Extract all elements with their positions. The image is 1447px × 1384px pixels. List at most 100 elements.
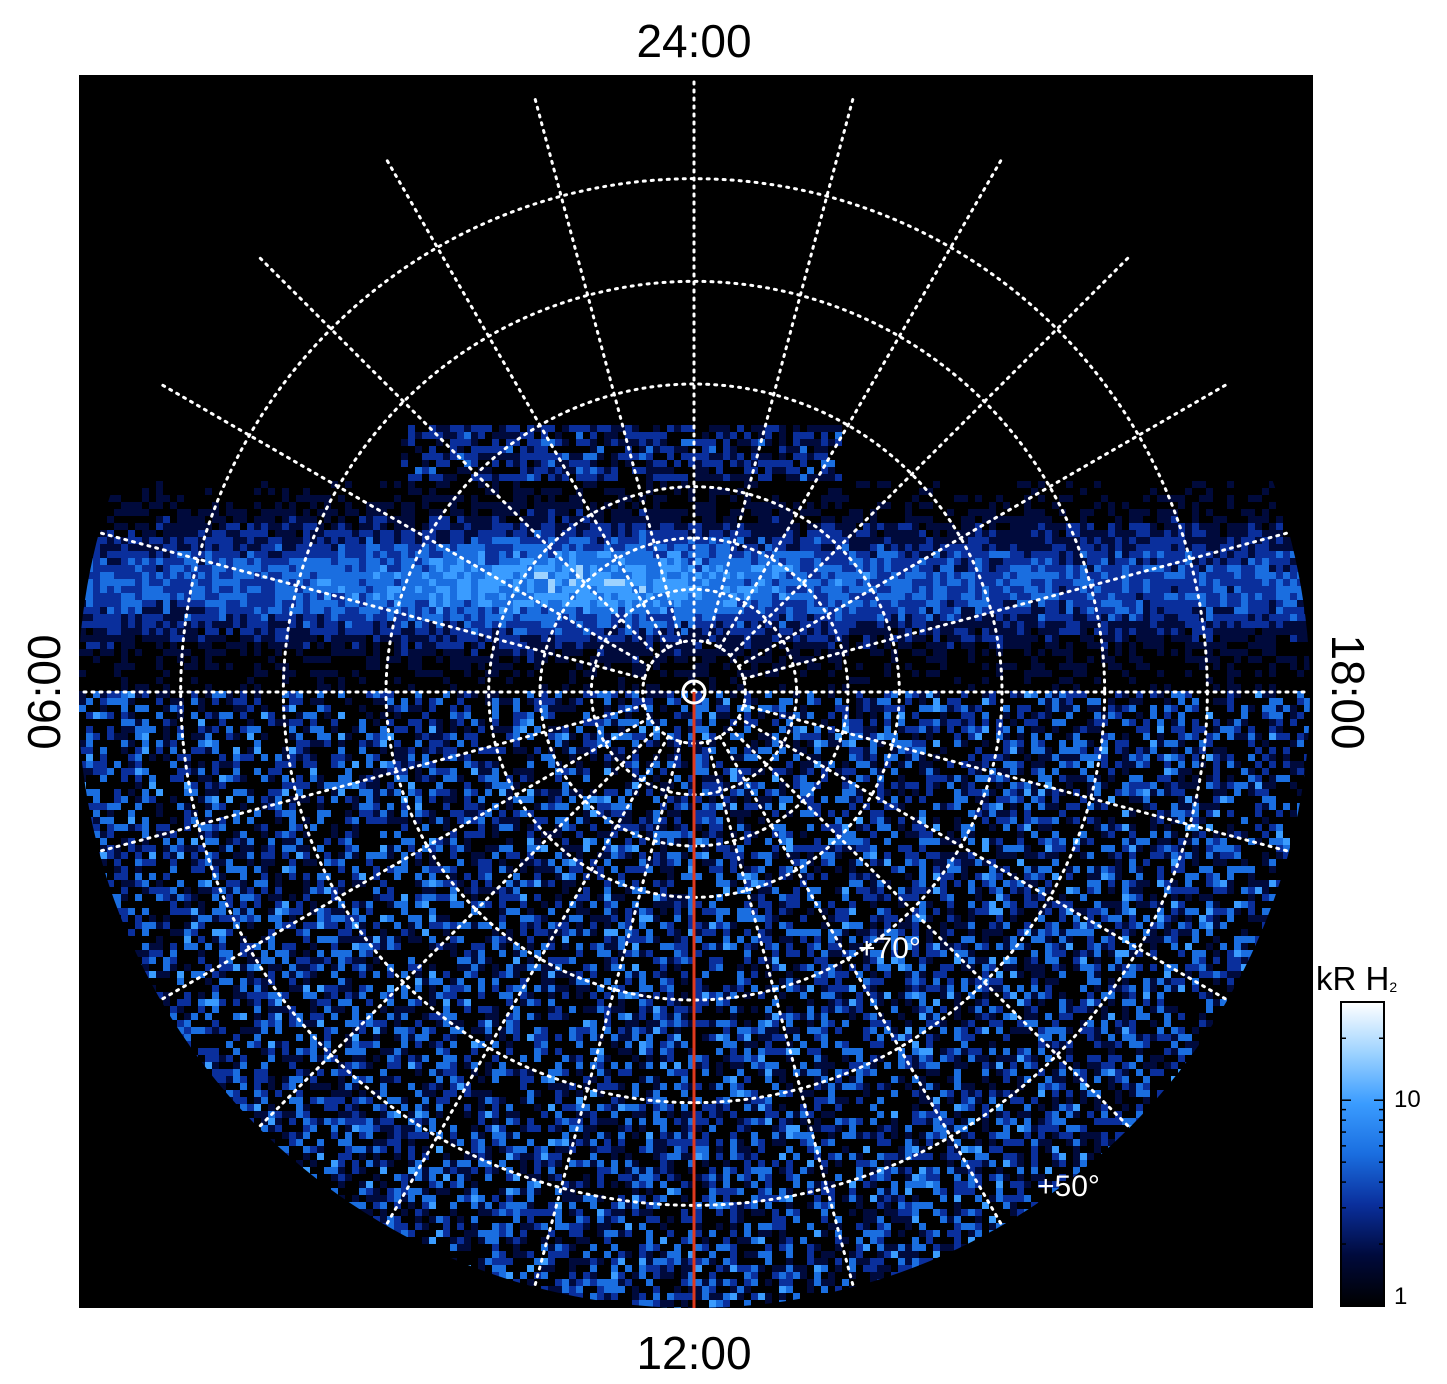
emission-pixel bbox=[1080, 523, 1087, 530]
emission-pixel bbox=[646, 467, 653, 474]
emission-pixel bbox=[870, 565, 877, 572]
emission-pixel bbox=[1290, 621, 1297, 628]
emission-pixel bbox=[730, 502, 737, 509]
emission-pixel bbox=[933, 523, 940, 530]
emission-pixel bbox=[79, 642, 86, 649]
emission-pixel bbox=[961, 523, 968, 530]
emission-pixel bbox=[604, 565, 611, 572]
emission-pixel bbox=[527, 488, 534, 495]
emission-pixel bbox=[387, 516, 394, 523]
emission-pixel bbox=[184, 579, 191, 586]
emission-pixel bbox=[177, 509, 184, 516]
emission-pixel bbox=[1220, 614, 1227, 621]
emission-pixel bbox=[1157, 670, 1164, 677]
emission-pixel bbox=[562, 488, 569, 495]
emission-pixel bbox=[1052, 572, 1059, 579]
emission-pixel bbox=[912, 537, 919, 544]
emission-pixel bbox=[240, 621, 247, 628]
emission-pixel bbox=[667, 544, 674, 551]
emission-pixel bbox=[1038, 649, 1045, 656]
emission-pixel bbox=[912, 649, 919, 656]
emission-pixel bbox=[527, 607, 534, 614]
emission-pixel bbox=[1213, 579, 1220, 586]
emission-pixel bbox=[807, 439, 814, 446]
emission-pixel bbox=[569, 698, 576, 705]
emission-pixel bbox=[1234, 579, 1241, 586]
emission-pixel bbox=[233, 642, 240, 649]
emission-pixel bbox=[1185, 509, 1192, 516]
emission-pixel bbox=[296, 656, 303, 663]
emission-pixel bbox=[198, 621, 205, 628]
emission-pixel bbox=[464, 495, 471, 502]
emission-pixel bbox=[1080, 572, 1087, 579]
emission-pixel bbox=[1073, 621, 1080, 628]
emission-pixel bbox=[247, 495, 254, 502]
emission-pixel bbox=[135, 586, 142, 593]
emission-pixel bbox=[359, 677, 366, 684]
emission-pixel bbox=[471, 691, 478, 698]
emission-pixel bbox=[786, 446, 793, 453]
emission-pixel bbox=[625, 495, 632, 502]
emission-pixel bbox=[1066, 565, 1073, 572]
emission-pixel bbox=[135, 579, 142, 586]
emission-pixel bbox=[800, 593, 807, 600]
emission-pixel bbox=[1171, 614, 1178, 621]
emission-pixel bbox=[1206, 516, 1213, 523]
emission-pixel bbox=[303, 509, 310, 516]
emission-pixel bbox=[240, 628, 247, 635]
emission-pixel bbox=[842, 565, 849, 572]
emission-pixel bbox=[1087, 628, 1094, 635]
emission-pixel bbox=[1304, 635, 1310, 642]
emission-pixel bbox=[1248, 635, 1255, 642]
emission-pixel bbox=[646, 481, 653, 488]
emission-pixel bbox=[863, 698, 870, 705]
emission-pixel bbox=[1150, 649, 1157, 656]
emission-pixel bbox=[814, 467, 821, 474]
emission-pixel bbox=[324, 523, 331, 530]
emission-pixel bbox=[625, 572, 632, 579]
emission-pixel bbox=[513, 635, 520, 642]
emission-pixel bbox=[1059, 677, 1066, 684]
emission-pixel bbox=[443, 607, 450, 614]
emission-pixel bbox=[996, 558, 1003, 565]
emission-pixel bbox=[1185, 488, 1192, 495]
emission-pixel bbox=[926, 516, 933, 523]
emission-pixel bbox=[1080, 509, 1087, 516]
emission-pixel bbox=[471, 544, 478, 551]
emission-pixel bbox=[373, 551, 380, 558]
emission-pixel bbox=[513, 530, 520, 537]
emission-pixel bbox=[387, 628, 394, 635]
emission-pixel bbox=[128, 558, 135, 565]
emission-pixel bbox=[212, 544, 219, 551]
emission-pixel bbox=[226, 635, 233, 642]
emission-pixel bbox=[905, 558, 912, 565]
emission-pixel bbox=[646, 460, 653, 467]
emission-pixel bbox=[597, 572, 604, 579]
emission-pixel bbox=[471, 600, 478, 607]
emission-pixel bbox=[436, 614, 443, 621]
emission-pixel bbox=[1220, 586, 1227, 593]
emission-pixel bbox=[1213, 642, 1220, 649]
emission-pixel bbox=[1192, 628, 1199, 635]
emission-pixel bbox=[814, 656, 821, 663]
emission-pixel bbox=[240, 698, 247, 705]
emission-pixel bbox=[821, 453, 828, 460]
emission-pixel bbox=[737, 425, 744, 432]
emission-pixel bbox=[471, 516, 478, 523]
emission-pixel bbox=[1045, 558, 1052, 565]
emission-pixel bbox=[254, 642, 261, 649]
emission-pixel bbox=[1248, 649, 1255, 656]
emission-pixel bbox=[1066, 663, 1073, 670]
emission-pixel bbox=[114, 642, 121, 649]
emission-pixel bbox=[534, 698, 541, 705]
emission-pixel bbox=[520, 586, 527, 593]
emission-pixel bbox=[1178, 593, 1185, 600]
emission-pixel bbox=[114, 537, 121, 544]
emission-pixel bbox=[709, 446, 716, 453]
emission-pixel bbox=[520, 453, 527, 460]
emission-pixel bbox=[352, 663, 359, 670]
emission-pixel bbox=[485, 432, 492, 439]
emission-pixel bbox=[338, 565, 345, 572]
emission-pixel bbox=[604, 579, 611, 586]
emission-pixel bbox=[1080, 565, 1087, 572]
